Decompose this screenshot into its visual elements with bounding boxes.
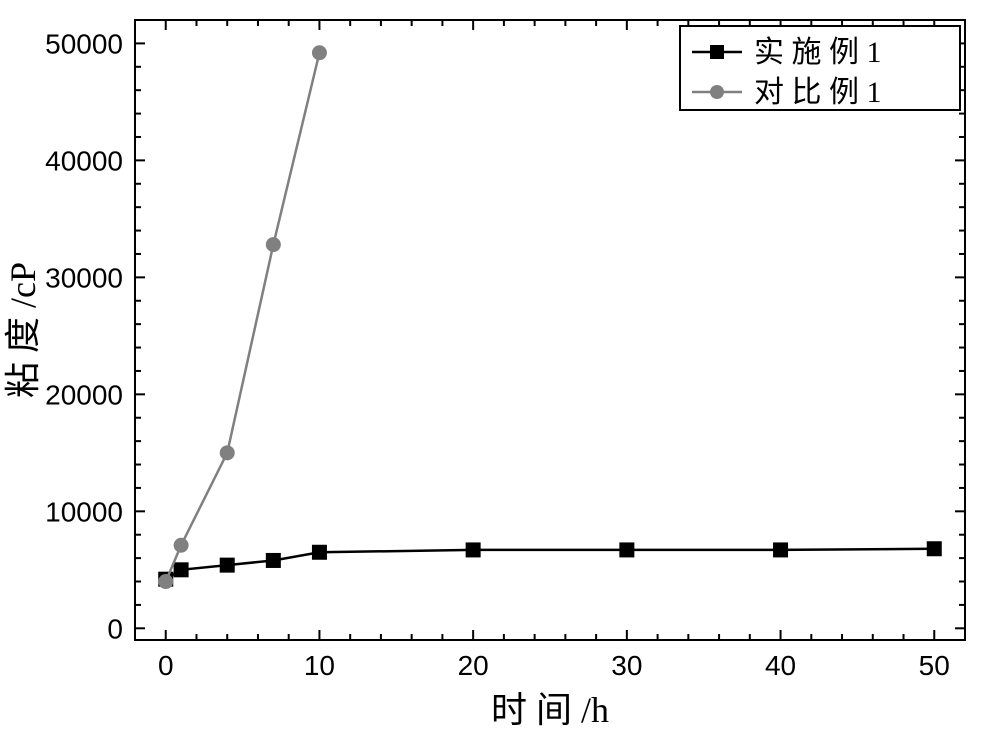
x-axis-ticks bbox=[166, 20, 935, 640]
x-tick-label: 30 bbox=[611, 650, 642, 681]
data-marker bbox=[220, 446, 234, 460]
y-tick-label: 10000 bbox=[45, 496, 123, 527]
x-tick-label: 10 bbox=[304, 650, 335, 681]
x-axis-label: 时 间 /h bbox=[491, 690, 609, 730]
y-axis-labels: 0 10000 20000 30000 40000 50000 bbox=[45, 28, 123, 644]
series-group bbox=[159, 46, 942, 589]
chart-container: 0 10 20 30 40 50 0 10000 20000 30000 40000 50000 时… bbox=[0, 0, 1000, 735]
chart-svg: 0 10 20 30 40 50 0 10000 20000 30000 40000 50000 时… bbox=[0, 0, 1000, 735]
data-marker bbox=[174, 563, 188, 577]
y-axis-ticks bbox=[135, 43, 965, 628]
legend: 实 施 例 1 对 比 例 1 bbox=[680, 26, 960, 110]
y-axis-label: 粘 度 /cP bbox=[3, 262, 43, 398]
y-axis-minor-ticks bbox=[135, 67, 965, 605]
x-axis-minor-ticks bbox=[196, 20, 903, 640]
data-marker bbox=[466, 543, 480, 557]
y-tick-label: 30000 bbox=[45, 262, 123, 293]
y-tick-label: 20000 bbox=[45, 379, 123, 410]
data-marker bbox=[220, 558, 234, 572]
x-tick-label: 50 bbox=[919, 650, 950, 681]
data-marker bbox=[266, 238, 280, 252]
legend-marker bbox=[710, 45, 724, 59]
data-marker bbox=[927, 542, 941, 556]
data-marker bbox=[266, 553, 280, 567]
data-marker bbox=[159, 575, 173, 589]
data-marker bbox=[312, 545, 326, 559]
plot-border bbox=[135, 20, 965, 640]
y-tick-label: 50000 bbox=[45, 28, 123, 59]
legend-label: 对 比 例 1 bbox=[754, 76, 882, 109]
series-line bbox=[166, 53, 320, 582]
data-marker bbox=[312, 46, 326, 60]
x-axis-labels: 0 10 20 30 40 50 bbox=[158, 650, 950, 681]
x-tick-label: 20 bbox=[458, 650, 489, 681]
legend-label: 实 施 例 1 bbox=[754, 36, 882, 69]
x-tick-label: 40 bbox=[765, 650, 796, 681]
legend-marker bbox=[710, 85, 724, 99]
x-tick-label: 0 bbox=[158, 650, 174, 681]
data-marker bbox=[620, 543, 634, 557]
data-marker bbox=[174, 538, 188, 552]
y-tick-label: 40000 bbox=[45, 145, 123, 176]
data-marker bbox=[774, 543, 788, 557]
y-tick-label: 0 bbox=[107, 613, 123, 644]
series-line bbox=[166, 549, 935, 579]
